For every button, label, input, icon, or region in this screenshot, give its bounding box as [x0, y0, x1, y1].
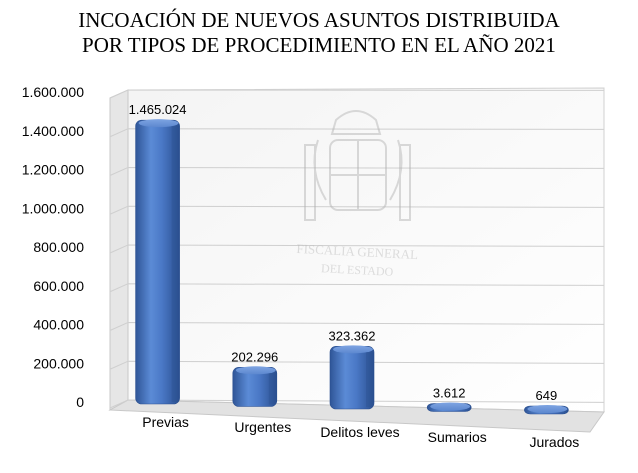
y-tick-label: 1.600.000: [22, 84, 84, 100]
y-tick-label: 600.000: [33, 278, 84, 294]
data-label: 323.362: [329, 328, 376, 343]
category-label: Jurados: [529, 434, 579, 450]
gridline: [109, 205, 605, 215]
y-tick-label: 1.200.000: [22, 162, 84, 178]
watermark-seal: FISCALIA GENERAL DEL ESTADO: [296, 110, 418, 279]
data-label: 3.612: [433, 386, 466, 401]
coat-of-arms-icon: [304, 110, 411, 221]
bar-top: [333, 345, 373, 354]
gridline: [109, 244, 605, 254]
gridline: [109, 166, 605, 176]
bar-side: [268, 373, 276, 405]
chart-title: INCOACIÓN DE NUEVOS ASUNTOS DISTRIBUIDA …: [0, 8, 638, 58]
gridline: [109, 321, 605, 331]
watermark-line-1: FISCALIA GENERAL: [296, 241, 418, 262]
watermark-line-2: DEL ESTADO: [321, 261, 394, 279]
y-axis-tick-labels: 0 200.000 400.000 600.000 800.000 1.000.000 1.…: [22, 84, 85, 410]
chart-walls: [108, 87, 605, 433]
bars: [135, 119, 569, 415]
category-label: Delitos leves: [320, 424, 399, 440]
floor: [108, 399, 605, 433]
gridline: [109, 128, 605, 138]
category-label: Sumarios: [428, 429, 487, 445]
data-label: 1.465.024: [129, 102, 187, 117]
bar-side: [366, 352, 373, 407]
y-tick-label: 0: [76, 394, 84, 410]
category-label: Previas: [142, 414, 189, 430]
y-tick-label: 800.000: [33, 239, 84, 255]
bar-side: [171, 126, 179, 402]
y-tick-label: 1.400.000: [22, 123, 84, 139]
data-labels: 1.465.024 202.296 323.362 3.612 649: [129, 102, 558, 403]
y-tick-label: 1.000.000: [22, 200, 84, 216]
y-tick-label: 200.000: [33, 355, 84, 371]
data-label: 202.296: [231, 349, 278, 364]
chart-title-line-2: POR TIPOS DE PROCEDIMIENTO EN EL AÑO 202…: [82, 33, 556, 57]
chart-title-line-1: INCOACIÓN DE NUEVOS ASUNTOS DISTRIBUIDA: [78, 8, 560, 32]
category-labels: Previas Urgentes Delitos leves Sumarios Jura…: [142, 414, 579, 450]
gridline: [109, 89, 605, 99]
bar-top: [235, 366, 276, 375]
gridlines: [109, 89, 605, 409]
gridline: [109, 360, 605, 370]
category-label: Urgentes: [234, 419, 291, 435]
gridline: [109, 283, 605, 293]
y-tick-label: 400.000: [33, 317, 84, 333]
data-label: 649: [536, 388, 558, 403]
bar-top: [527, 405, 568, 413]
gridline: [109, 399, 605, 409]
bar-top: [138, 119, 179, 128]
bar-top: [430, 402, 471, 411]
